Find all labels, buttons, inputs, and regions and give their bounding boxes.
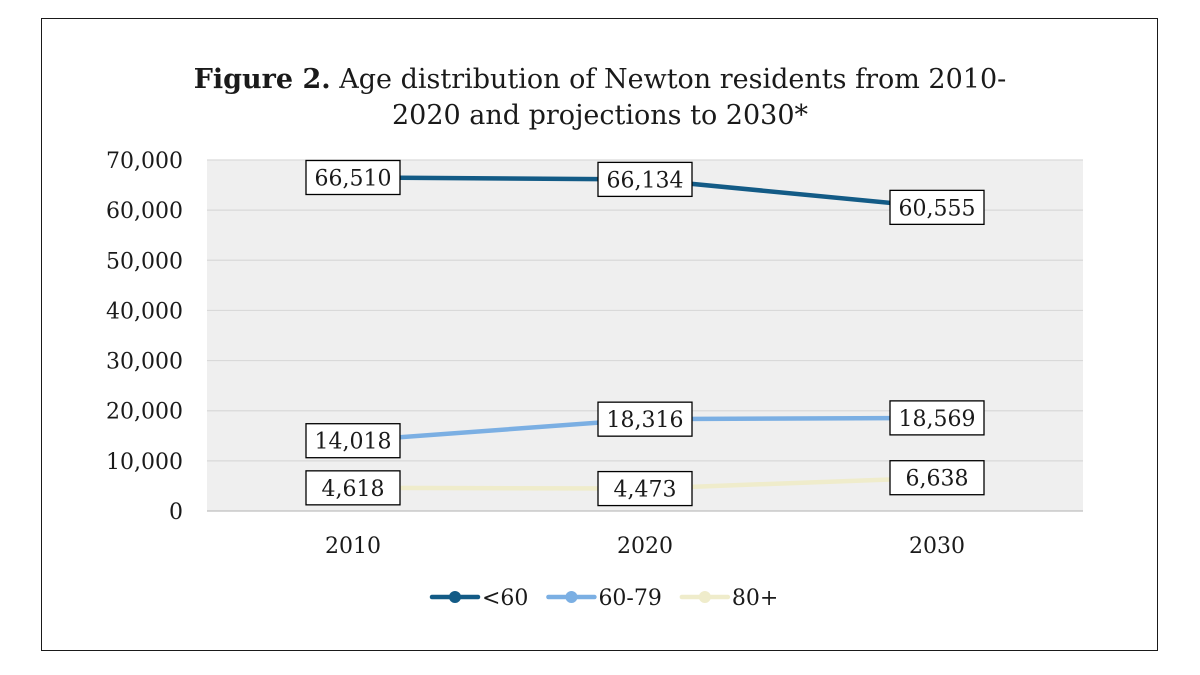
chart-title-text: Age distribution of Newton residents fro… <box>338 64 1006 95</box>
data-label: 18,569 <box>889 400 985 436</box>
chart-title-line-2: 2020 and projections to 2030* <box>392 100 809 131</box>
data-label-box <box>305 470 401 506</box>
legend-item: <60 <box>429 586 528 611</box>
y-tick-label: 70,000 <box>106 149 183 174</box>
chart-title-prefix: Figure 2. <box>194 64 331 95</box>
y-tick-label: 30,000 <box>106 350 183 375</box>
data-label-box <box>889 400 985 436</box>
y-tick-label: 10,000 <box>106 450 183 475</box>
data-label-box <box>597 470 693 507</box>
data-label: 14,018 <box>305 423 401 459</box>
data-label-text: 60,555 <box>899 196 976 221</box>
legend-label: 60-79 <box>598 586 661 611</box>
data-label: 66,510 <box>305 159 401 196</box>
data-label: 6,638 <box>889 460 985 496</box>
data-label-text: 14,018 <box>315 430 392 455</box>
data-label-box <box>597 161 693 198</box>
legend-swatch-marker <box>565 591 578 603</box>
data-label-text: 66,510 <box>315 166 392 191</box>
x-tick-label: 2020 <box>617 534 673 559</box>
data-label-box <box>889 460 985 496</box>
legend-item: 60-79 <box>546 586 662 611</box>
legend-swatch-marker <box>449 591 461 603</box>
y-axis-ticks: 0 10,000 20,000 30,000 40,000 50,000 60,000 70,… <box>106 149 183 525</box>
data-label: 4,473 <box>597 470 693 507</box>
x-tick-label: 2030 <box>909 534 965 559</box>
legend-label: <60 <box>482 586 528 611</box>
data-label-text: 4,618 <box>322 477 385 502</box>
data-label-box <box>305 159 401 196</box>
legend-item: 80+ <box>679 586 778 611</box>
y-tick-label: 0 <box>169 500 183 525</box>
data-labels: 66,510 66,134 60,555 14,018 18,316 18,569 4,61… <box>305 159 985 507</box>
chart-title-line-1: Figure 2. Age distribution of Newton res… <box>194 64 1007 95</box>
data-label: 66,134 <box>597 161 693 198</box>
data-label-box <box>889 189 985 226</box>
legend-swatch-marker <box>698 591 711 603</box>
data-label: 4,618 <box>305 470 401 506</box>
data-label-box <box>597 401 693 437</box>
data-label-text: 18,569 <box>899 407 976 432</box>
data-label-text: 6,638 <box>906 467 969 492</box>
y-tick-label: 20,000 <box>106 400 183 425</box>
y-tick-label: 60,000 <box>106 199 183 224</box>
data-label: 18,316 <box>597 401 693 437</box>
data-label-text: 66,134 <box>607 168 684 193</box>
data-label-text: 18,316 <box>607 408 684 433</box>
data-label-text: 4,473 <box>614 478 677 503</box>
legend-label: 80+ <box>732 586 778 611</box>
data-label: 60,555 <box>889 189 985 226</box>
x-tick-label: 2010 <box>325 534 381 559</box>
y-tick-label: 50,000 <box>106 249 183 274</box>
y-tick-label: 40,000 <box>106 299 183 324</box>
data-label-box <box>305 423 401 459</box>
x-axis-ticks: 2010 2020 2030 <box>325 534 965 559</box>
legend: <60 60-79 80+ <box>429 586 778 611</box>
